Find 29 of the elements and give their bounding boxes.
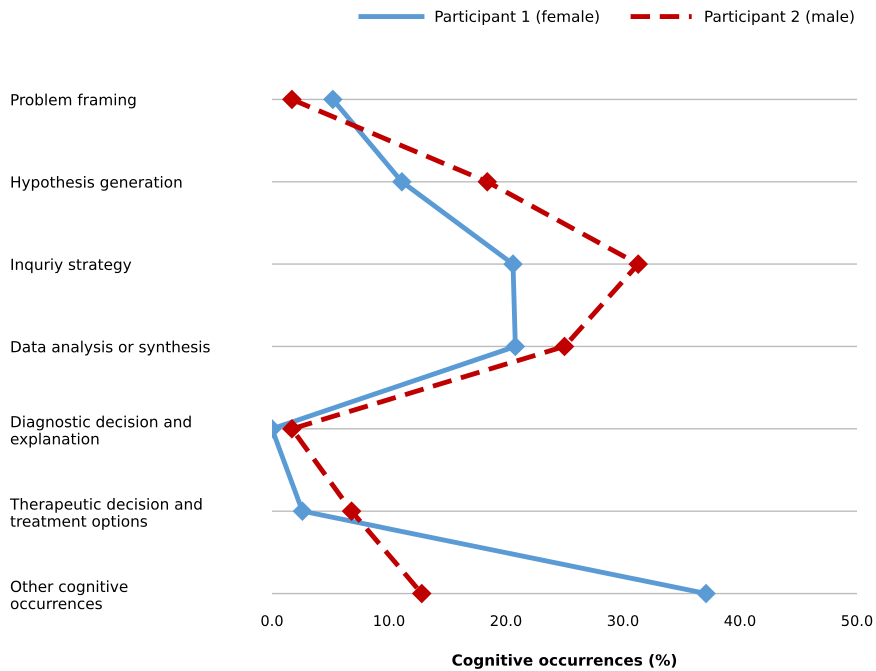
x-tick-label: 50.0 [842,615,872,626]
point [392,172,412,192]
point [478,172,497,192]
point [628,254,648,274]
point [696,584,716,604]
point [282,90,302,109]
x-tick-label: 10.0 [374,615,404,626]
point [503,254,523,274]
y-tick-label: Diagnostic decision and explanation [10,416,191,448]
legend-label: Participant 2 (male) [705,10,854,26]
x-axis-title: Cognitive occurrences (%) [452,654,676,669]
point [323,90,342,109]
x-tick-label: 0.0 [261,615,283,626]
y-tick-label: Problem framing [12,94,136,108]
x-tick-label: 20.0 [490,615,522,626]
y-tick-label: Inquriy strategy [12,258,132,274]
point [342,502,362,521]
point [506,336,525,356]
x-tick-label: 40.0 [724,615,756,626]
point [282,419,302,438]
point [554,336,574,356]
y-tick-label: Data analysis or synthesis [12,340,210,356]
legend-label: Participant 1 (female) [436,10,599,26]
point [412,584,432,604]
y-tick-label: Other cognitive occurrences [10,580,128,610]
x-tick-label: 30.0 [608,615,638,626]
y-tick-label: Therapeutic decision and treatment options [10,498,202,530]
y-tick-label: Hypothesis generation [12,176,182,191]
point [292,502,312,521]
